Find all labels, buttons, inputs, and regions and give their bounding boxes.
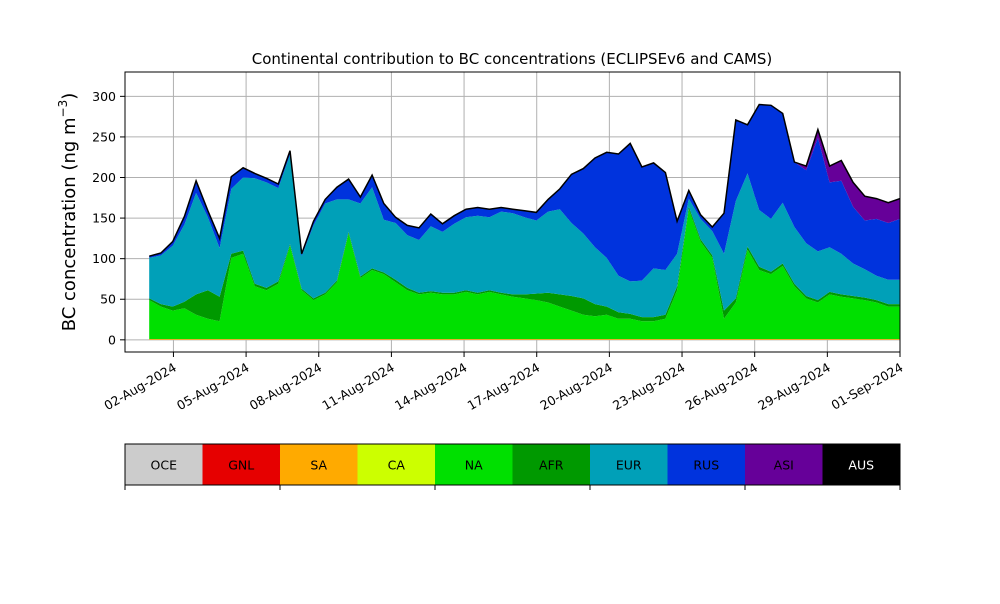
area-eur (149, 154, 900, 318)
legend-swatch-eur (590, 444, 668, 485)
chart-title: Continental contribution to BC concentra… (252, 50, 773, 68)
plot-frame (124, 71, 901, 353)
y-tick-label: 250 (92, 129, 116, 144)
y-axis-label-exponent: −3 (56, 100, 70, 118)
legend-label-eur: EUR (616, 458, 642, 473)
legend-swatch-na (435, 444, 513, 485)
area-na (149, 209, 900, 339)
y-tick-label: 300 (92, 89, 116, 104)
y-tick-label: 0 (108, 332, 116, 347)
legend-swatch-aus (822, 444, 901, 485)
legend-label-afr: AFR (539, 458, 564, 473)
legend-label-oce: OCE (151, 458, 178, 473)
legend-colorbar: OCE GNL SA CA NA AFR EUR RUS ASI AUS (124, 443, 901, 490)
stacked-areas (149, 104, 900, 340)
legend-label-sa: SA (310, 458, 327, 473)
y-axis-ticks: 0 50 100 150 200 250 300 (92, 89, 125, 347)
legend-swatch-rus (667, 444, 746, 485)
y-tick-label: 200 (92, 170, 116, 185)
legend-label-na: NA (465, 458, 483, 473)
total-outline-line (149, 103, 901, 257)
legend-swatch-asi (745, 444, 823, 485)
legend-label-asi: ASI (774, 458, 794, 473)
y-tick-label: 50 (100, 292, 116, 307)
legend-frame (124, 443, 901, 486)
legend-swatch-ca (357, 444, 436, 485)
legend-label-aus: AUS (848, 458, 874, 473)
y-tick-label: 150 (92, 211, 116, 226)
legend-label-rus: RUS (693, 458, 719, 473)
y-axis-label: BC concentration (ng m−3) (56, 93, 80, 332)
legend-swatch-oce (125, 444, 203, 485)
y-axis-label-text: BC concentration (ng m (59, 117, 80, 331)
area-sa (149, 339, 900, 340)
y-tick-label: 100 (92, 251, 116, 266)
legend-swatch-gnl (202, 444, 281, 485)
legend-label-ca: CA (388, 458, 406, 473)
area-afr (149, 206, 900, 322)
y-axis-label-close: ) (59, 93, 80, 100)
legend-swatch-afr (512, 444, 591, 485)
legend-label-gnl: GNL (228, 458, 254, 473)
legend-swatch-sa (280, 444, 358, 485)
